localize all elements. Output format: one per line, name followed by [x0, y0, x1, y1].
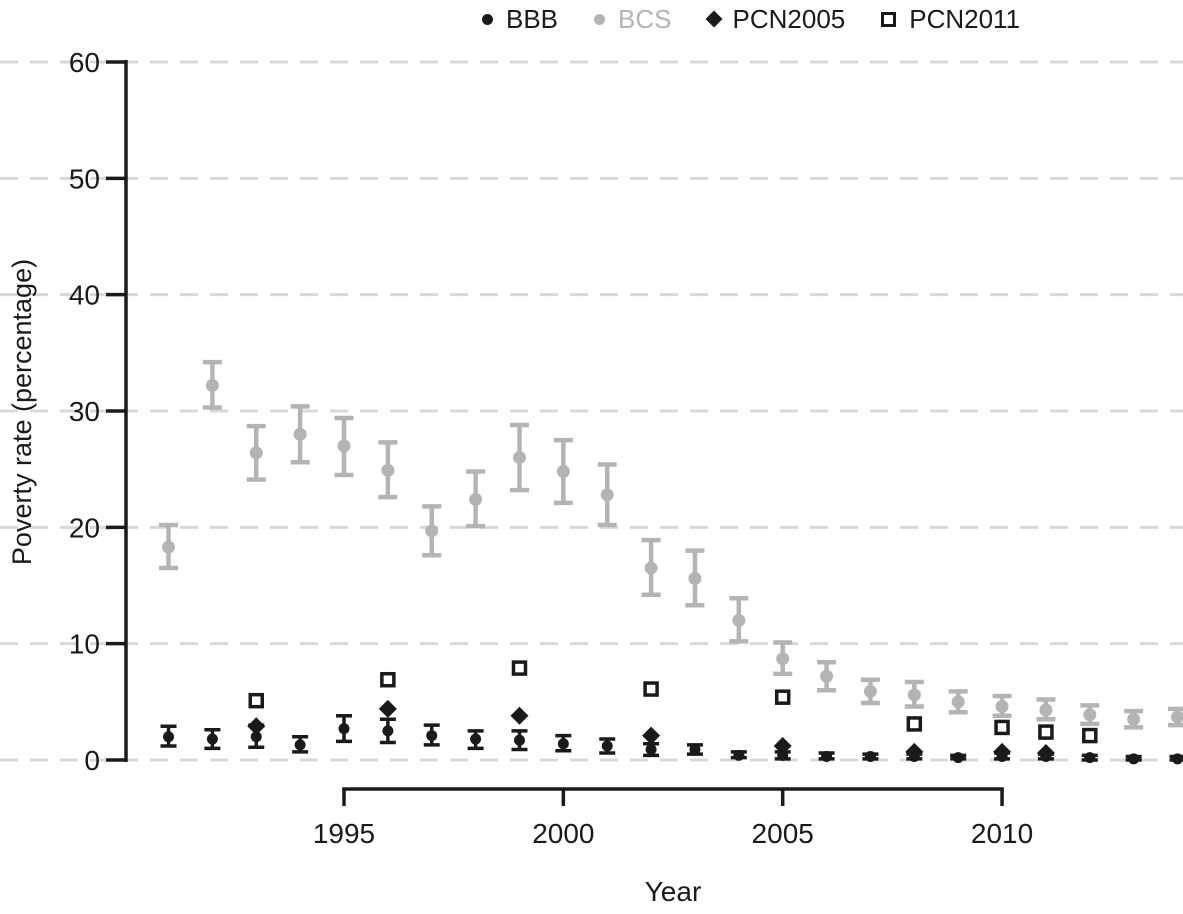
pcn2011-point-2005: [774, 689, 791, 705]
bcs-point-1991: [162, 540, 176, 554]
y-tick-label-40: 40: [69, 280, 100, 311]
bcs-point-1999: [512, 451, 526, 465]
pcn2011-point-1993: [248, 692, 265, 709]
pcn2005-point-2002: [642, 726, 661, 745]
bbb-point-1997: [426, 730, 438, 742]
bbb-point-2001: [601, 740, 613, 752]
pcn2005-point-2011: [1036, 744, 1055, 763]
y-tick-label-10: 10: [69, 629, 100, 660]
bcs-point-2013: [1127, 712, 1141, 726]
bcs-point-1992: [205, 378, 219, 392]
pcn2011-point-1996: [380, 671, 396, 688]
y-axis-title: Poverty rate (percentage): [7, 258, 37, 566]
bcs-point-2007: [863, 684, 877, 698]
bcs-point-2004: [732, 613, 746, 627]
legend-label-bbb: BBB: [506, 3, 559, 34]
y-tick-label-50: 50: [69, 163, 100, 194]
legend-label-pcn2011: PCN2011: [909, 3, 1021, 34]
legend-item-pcn2005: PCN2005: [705, 3, 846, 35]
bcs-point-2011: [1039, 703, 1053, 717]
pcn2011-point-2012: [1082, 727, 1098, 744]
bcs-point-1993: [249, 446, 263, 460]
y-tick-label-60: 60: [69, 47, 100, 78]
pcn2011-square-marker-icon: [881, 11, 897, 27]
bcs-point-2001: [600, 488, 614, 502]
bcs-point-2008: [907, 688, 921, 702]
legend-item-bbb: BBB: [482, 4, 558, 35]
bcs-point-1995: [337, 439, 351, 453]
bbb-point-2004: [733, 749, 745, 761]
pcn2005-point-1996: [378, 699, 397, 718]
x-tick-label-1995: 1995: [313, 818, 375, 849]
pcn2005-point-2005: [773, 737, 792, 756]
bbb-point-1991: [163, 731, 175, 743]
bbb-point-2014: [1172, 753, 1183, 765]
pcn2011-point-1999: [511, 660, 528, 676]
x-tick-label-2010: 2010: [971, 818, 1033, 849]
pcn2005-point-1993: [247, 717, 266, 736]
bcs-point-1998: [469, 492, 483, 506]
bbb-point-2012: [1084, 752, 1096, 764]
legend-label-bcs: BCS: [618, 3, 672, 34]
bbb-circle-marker-icon: [482, 13, 493, 25]
bbb-point-2006: [821, 751, 833, 763]
bbb-point-2009: [952, 752, 964, 764]
bbb-point-2000: [557, 738, 569, 750]
bcs-point-2002: [644, 561, 658, 575]
bcs-point-2000: [556, 464, 570, 478]
bbb-point-1996: [382, 725, 394, 737]
legend-item-bcs: BCS: [594, 3, 672, 35]
bbb-point-1992: [206, 733, 218, 745]
bcs-circle-marker-icon: [594, 13, 606, 25]
legend-item-pcn2011: PCN2011: [881, 4, 1020, 35]
pcn2005-diamond-marker-icon: [705, 10, 722, 28]
pcn2011-point-2008: [906, 716, 923, 732]
x-tick-label-2000: 2000: [532, 818, 594, 849]
bbb-point-1995: [338, 723, 350, 735]
bcs-point-2012: [1083, 708, 1097, 722]
y-tick-label-20: 20: [69, 512, 100, 543]
bcs-point-2006: [820, 669, 834, 683]
bcs-point-1997: [425, 524, 439, 538]
pcn2005-point-2008: [905, 742, 924, 761]
bbb-point-2005: [777, 749, 789, 761]
y-tick-label-30: 30: [69, 396, 100, 427]
y-tick-label-0: 0: [84, 745, 100, 776]
bcs-point-2014: [1171, 710, 1183, 724]
pcn2011-point-2002: [643, 681, 659, 697]
pcn2005-point-2010: [993, 742, 1012, 761]
pcn2011-point-2011: [1038, 724, 1054, 740]
x-tick-label-2005: 2005: [752, 818, 814, 849]
legend: BBB BCS PCN2005 PCN2011: [482, 1, 1020, 37]
bcs-point-2009: [951, 695, 965, 709]
bcs-point-2005: [776, 652, 790, 666]
bcs-point-2010: [995, 699, 1009, 713]
pcn2011-point-2010: [994, 719, 1010, 736]
bcs-point-1994: [293, 427, 307, 441]
bbb-point-2002: [645, 744, 657, 756]
bbb-point-1994: [294, 739, 306, 751]
legend-label-pcn2005: PCN2005: [732, 3, 846, 34]
bbb-point-2007: [864, 751, 876, 763]
bcs-point-1996: [381, 463, 395, 477]
bbb-point-2013: [1128, 753, 1140, 765]
bbb-point-1998: [470, 733, 482, 745]
pcn2005-point-1999: [510, 706, 529, 725]
bbb-point-1993: [250, 731, 262, 743]
bbb-point-2003: [689, 744, 701, 756]
bbb-point-1999: [513, 734, 525, 746]
x-axis-title: Year: [644, 876, 702, 907]
bcs-point-2003: [688, 572, 702, 586]
